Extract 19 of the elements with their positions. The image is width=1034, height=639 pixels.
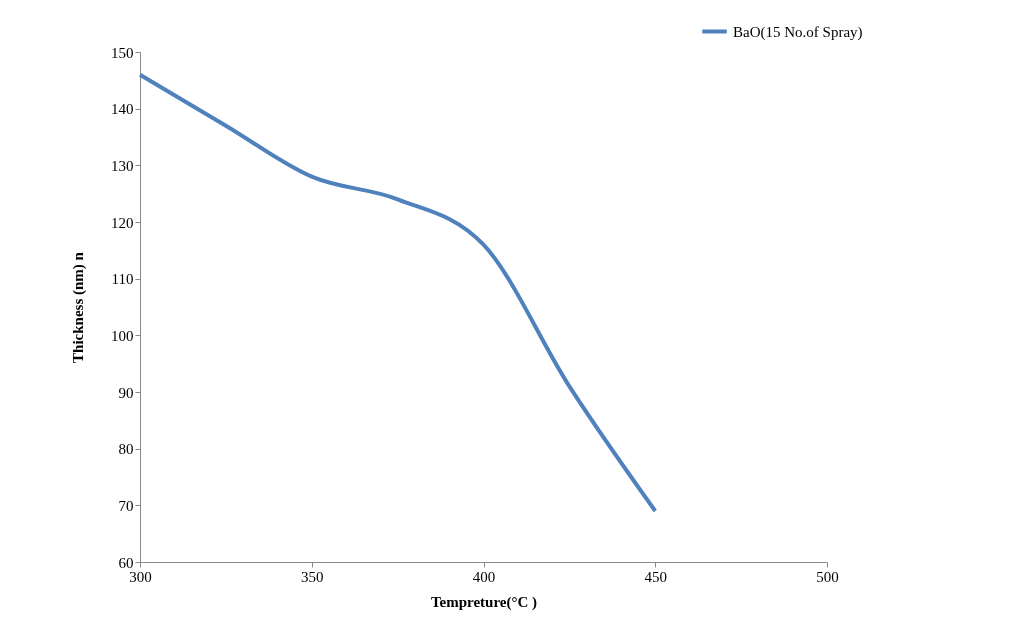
y-tick-label: 110 (111, 271, 134, 288)
x-axis-title: Tempreture(°C ) (430, 593, 538, 611)
y-tick-label: 140 (111, 101, 134, 118)
y-tick-label: 80 (118, 441, 134, 458)
y-tick-label: 150 (111, 44, 134, 61)
y-tick-label: 120 (111, 214, 134, 231)
x-tick-label: 300 (129, 568, 152, 585)
y-tick-label: 60 (118, 554, 134, 571)
y-tick-label: 130 (111, 157, 134, 174)
legend-label: BaO(15 No.of Spray) (733, 23, 863, 41)
x-tick-label: 500 (816, 568, 839, 585)
x-tick-label: 450 (644, 568, 667, 585)
line-series (138, 72, 658, 513)
y-tick-label: 90 (118, 384, 134, 401)
x-tick-label: 400 (472, 568, 496, 585)
y-tick-label: 70 (118, 497, 134, 514)
x-tick-label: 350 (301, 568, 324, 585)
y-axis-title: Thickness (nm) n (70, 251, 87, 363)
y-tick-label: 100 (111, 327, 134, 344)
